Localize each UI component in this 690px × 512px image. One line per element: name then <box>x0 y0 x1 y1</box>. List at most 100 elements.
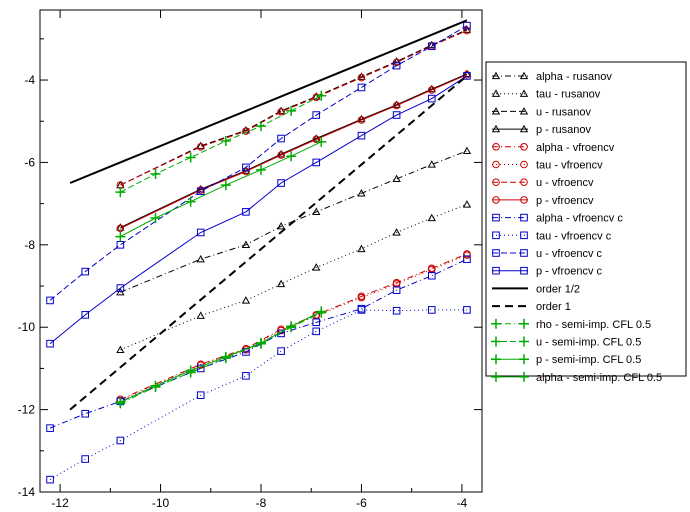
series-p-semi-imp-cfl-0-5 <box>115 136 327 242</box>
series-rho-semi-imp-cfl-0-5 <box>115 307 327 409</box>
y-tick-label: -12 <box>18 403 36 417</box>
axes-layer: -12 -10 -8 -6 -4 -14 -12 -10 -8 -6 -4 <box>18 10 482 510</box>
data-point <box>286 321 297 332</box>
x-tick-label: -12 <box>51 496 69 510</box>
data-point <box>220 136 231 147</box>
data-point <box>392 306 401 315</box>
data-point <box>116 436 125 445</box>
data-point <box>116 284 125 292</box>
legend-marker <box>492 196 500 204</box>
legend-marker <box>520 143 528 151</box>
data-point <box>462 69 472 77</box>
data-point <box>276 106 286 115</box>
x-tick-label: -10 <box>152 496 170 510</box>
legend-marker <box>520 213 528 222</box>
series-line-u-rusanov <box>120 29 468 186</box>
data-point <box>316 136 327 147</box>
y-tick-label: -10 <box>18 320 36 334</box>
legend-marker <box>491 89 501 97</box>
data-point <box>312 158 321 167</box>
series-line-alpha-rusanov <box>120 150 468 293</box>
data-point <box>427 86 436 94</box>
legend-marker <box>520 196 528 204</box>
legend-marker <box>519 107 529 115</box>
data-point <box>81 455 90 463</box>
data-point <box>427 42 436 51</box>
series-line-tau-vfroencv-c <box>49 309 467 481</box>
data-point <box>242 208 250 216</box>
legend-entry-alpha-vfroencv: alpha - vfroencv <box>492 142 615 154</box>
data-point <box>256 121 266 132</box>
series-line-p-vfroencv <box>120 74 468 229</box>
legend-marker <box>491 336 501 347</box>
data-point <box>185 196 196 207</box>
legend-marker <box>519 124 529 133</box>
data-point <box>312 135 321 144</box>
data-point <box>196 141 205 150</box>
legend-marker <box>520 266 528 275</box>
legend-label: order 1 <box>536 301 571 313</box>
data-point <box>220 180 231 191</box>
data-point <box>150 380 161 391</box>
series-line-p-vfroencv-c <box>49 75 468 345</box>
series-line-u-vfroencv-c <box>49 25 468 301</box>
legend-marker <box>491 124 501 133</box>
data-point <box>46 296 54 305</box>
legend-entry-alpha-vfroencv-c: alpha - vfroencv c <box>492 213 623 225</box>
legend-marker <box>519 89 529 97</box>
data-point <box>220 351 231 362</box>
data-point <box>392 61 401 70</box>
legend-label: p - vfroencv <box>536 195 594 207</box>
data-point <box>196 187 205 196</box>
data-point <box>463 21 471 30</box>
legend-label: tau - vfroencv c <box>536 230 612 242</box>
data-point <box>463 306 471 314</box>
legend-marker <box>519 71 529 80</box>
legend-label: u - vfroencv <box>536 177 594 189</box>
data-point <box>312 207 321 216</box>
legend-marker <box>492 143 500 151</box>
series-p-rusanov <box>116 69 472 231</box>
legend-entry-tau-vfroencv-c: tau - vfroencv c <box>492 230 612 242</box>
data-point <box>463 26 471 35</box>
data-point <box>357 244 366 253</box>
y-tick-label: -4 <box>24 73 35 87</box>
data-point <box>392 174 401 183</box>
data-point <box>357 83 366 92</box>
series-line-order-1 <box>69 75 468 411</box>
data-point <box>316 90 327 101</box>
legend-label: order 1/2 <box>536 283 580 295</box>
series-tau-vfroencv-c <box>46 306 471 484</box>
series-line-tau-rusanov <box>120 203 468 351</box>
legend-marker <box>492 231 500 240</box>
data-point <box>256 337 266 348</box>
legend-entry-alpha-semi-imp-cfl-0-5: alpha - semi-imp. CFL 0.5 <box>491 372 662 384</box>
series-tau-rusanov <box>116 200 472 354</box>
series-line-order-1-2 <box>69 19 468 184</box>
data-point <box>276 279 286 288</box>
data-point <box>357 131 366 140</box>
data-point <box>392 286 401 294</box>
data-point <box>357 116 366 124</box>
data-point <box>312 93 321 102</box>
data-point <box>196 142 205 151</box>
data-point <box>277 179 285 187</box>
legend-entry-tau-rusanov: tau - rusanov <box>491 89 601 101</box>
x-tick-label: -6 <box>356 496 367 510</box>
data-point <box>277 134 285 143</box>
data-point <box>150 168 161 179</box>
series-order-1-2 <box>69 19 468 184</box>
data-point <box>150 213 161 224</box>
data-point <box>81 267 90 276</box>
legend-marker <box>519 336 529 347</box>
series-u-semi-imp-cfl-0-5 <box>115 90 327 198</box>
legend-label: p - rusanov <box>536 124 592 136</box>
x-tick-label: -4 <box>457 496 468 510</box>
legend-entry-order-1-2: order 1/2 <box>492 283 580 295</box>
data-point <box>427 160 436 168</box>
y-tick-label: -14 <box>18 485 36 499</box>
data-point <box>312 111 321 119</box>
data-point <box>427 94 436 103</box>
legend-marker <box>492 213 500 222</box>
x-tick-label: -8 <box>256 496 267 510</box>
